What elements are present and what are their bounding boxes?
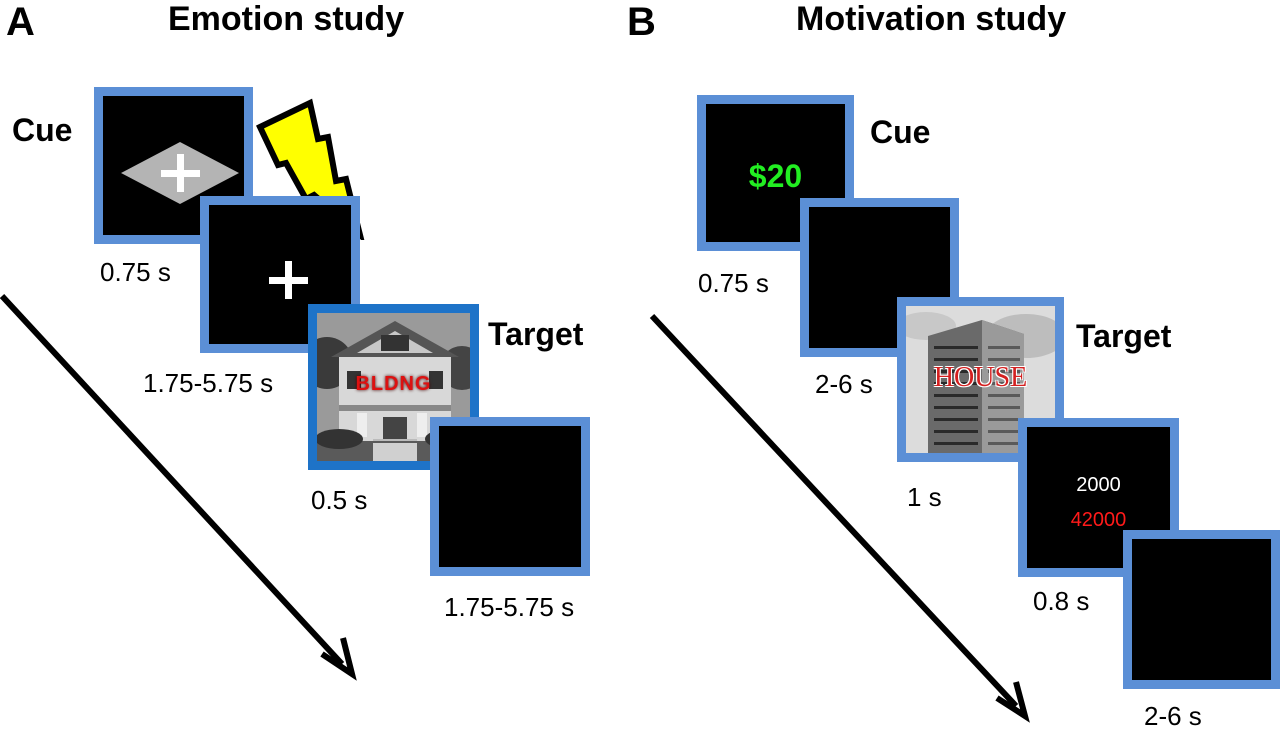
fixation-cross-icon [269, 261, 308, 299]
target-screen-b: HOUSE [897, 297, 1064, 462]
panel-b-title: Motivation study [796, 0, 1067, 38]
panel-b-target-label: Target [1076, 318, 1172, 354]
duration-b-3: 1 s [907, 482, 942, 512]
duration-a-3: 0.5 s [311, 485, 368, 515]
duration-b-1: 0.75 s [698, 268, 769, 298]
duration-b-2: 2-6 s [815, 369, 873, 399]
cue-value-b: $20 [748, 158, 803, 194]
panel-b-cue-label: Cue [870, 114, 931, 150]
timeline-arrow-b [649, 313, 1030, 723]
target-word-a: BLDNG [355, 373, 432, 395]
cue-screen-a [94, 87, 253, 244]
target-word-b: HOUSE [933, 362, 1028, 393]
panel-a-title: Emotion study [168, 0, 405, 38]
cue-screen-b: $20 [697, 95, 854, 251]
timeline-arrow-a [0, 293, 357, 681]
blank-screen-b-2 [1123, 530, 1280, 689]
duration-b-5: 2-6 s [1144, 701, 1202, 731]
duration-a-1: 0.75 s [100, 257, 171, 287]
feedback-top-value: 2000 [1076, 474, 1121, 496]
panel-letter-a: A [6, 0, 35, 44]
panel-a-cue-label: Cue [12, 112, 73, 148]
duration-a-2: 1.75-5.75 s [143, 368, 274, 398]
feedback-bottom-value: 42000 [1070, 509, 1127, 531]
duration-a-4: 1.75-5.75 s [444, 592, 575, 622]
blank-screen-a [430, 417, 590, 576]
diamond-fixation-icon [121, 142, 239, 204]
duration-b-4: 0.8 s [1033, 586, 1090, 616]
panel-letter-b: B [627, 0, 656, 44]
panel-a-target-label: Target [488, 316, 584, 352]
target-screen-a: BLDNG [308, 304, 479, 470]
